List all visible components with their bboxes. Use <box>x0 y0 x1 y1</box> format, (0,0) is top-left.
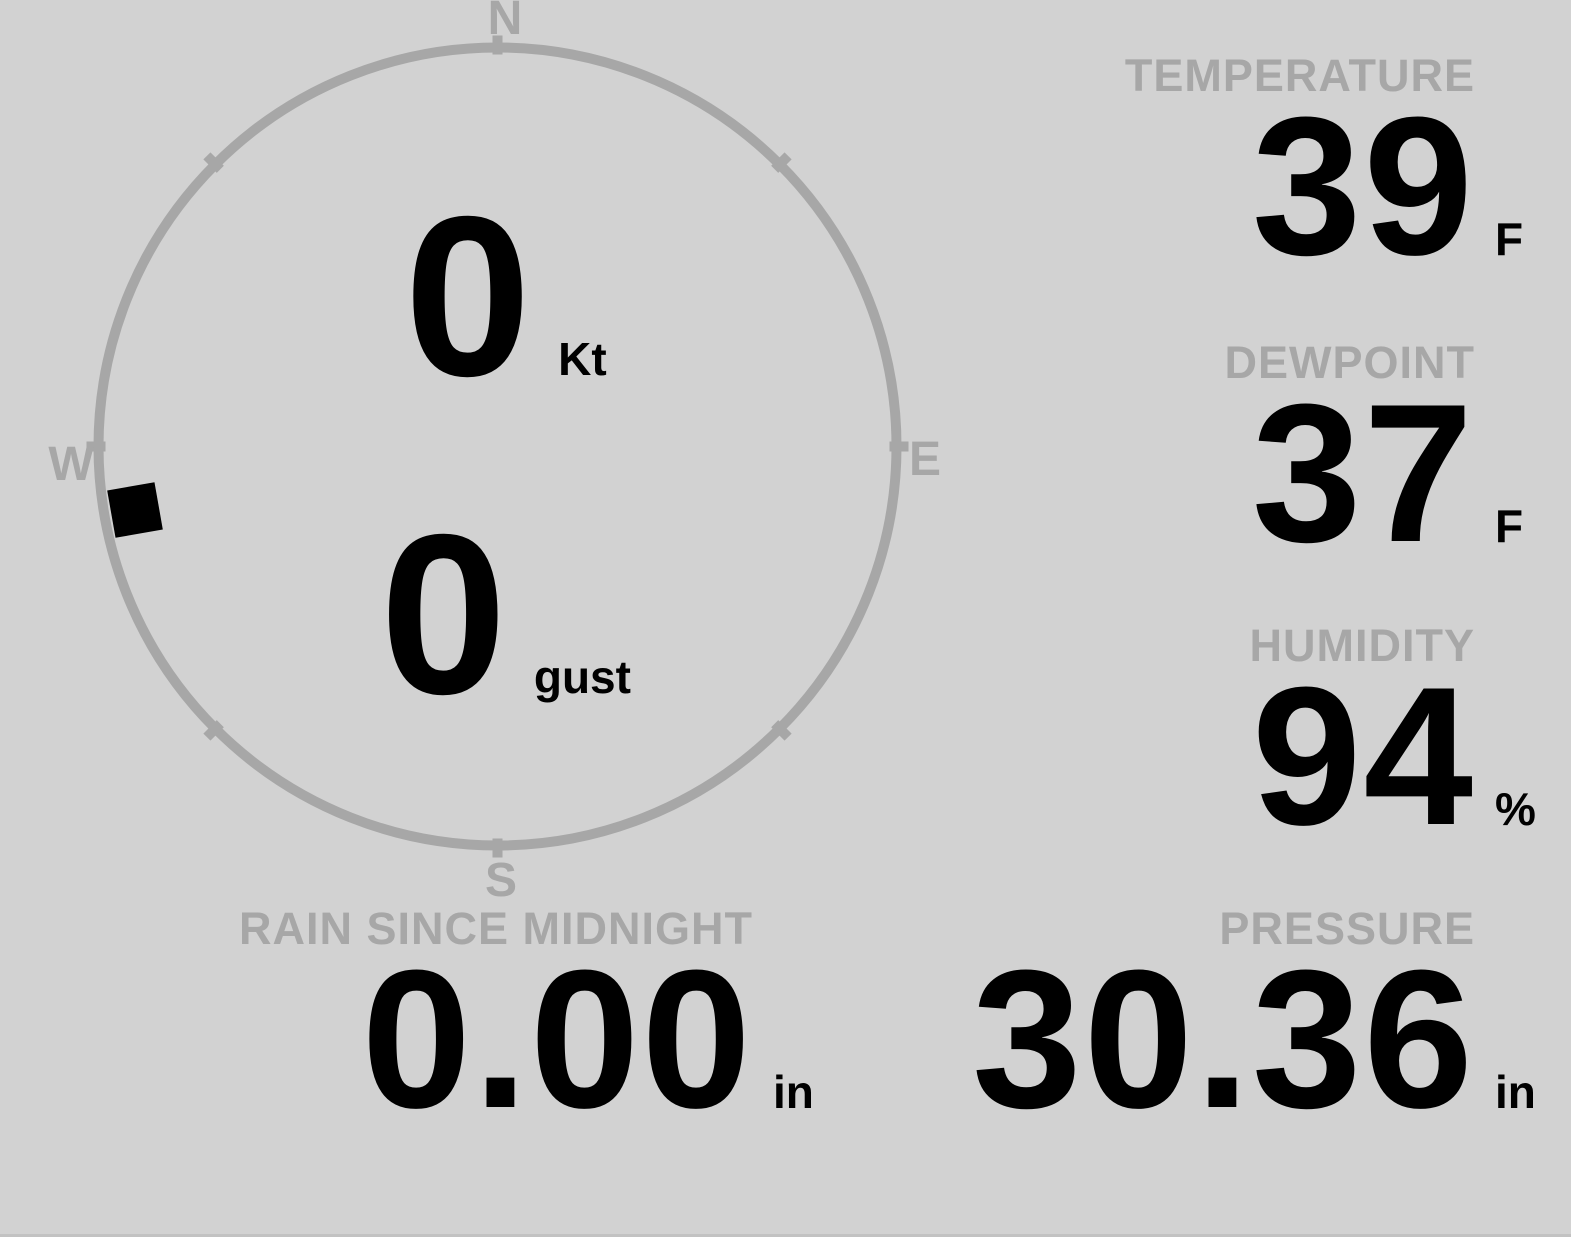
wind-gust-value: 0 <box>380 488 509 742</box>
dewpoint-unit: F <box>1495 500 1524 552</box>
compass-label-west: W <box>48 438 94 491</box>
wind-gust-unit: gust <box>533 651 631 703</box>
compass-tick-nw <box>203 152 224 173</box>
pressure-label: PRESSURE <box>1219 903 1475 954</box>
rain-value: 0.00 <box>361 929 753 1149</box>
temperature-value: 39 <box>1251 76 1475 296</box>
compass-ring <box>86 35 909 858</box>
wind-speed-group: 0 Kt <box>98 183 913 411</box>
humidity-value: 94 <box>1251 646 1475 866</box>
compass-tick-se <box>771 720 792 741</box>
compass-label-south: S <box>484 854 518 907</box>
temperature-metric: TEMPERATURE 39 F <box>1124 50 1523 285</box>
dewpoint-value: 37 <box>1251 363 1475 583</box>
humidity-unit: % <box>1495 783 1536 835</box>
dewpoint-metric: DEWPOINT 37 F <box>1224 337 1524 572</box>
pressure-metric: PRESSURE 30.36 in <box>972 903 1536 1138</box>
rain-unit: in <box>773 1066 814 1118</box>
wind-speed-unit: Kt <box>558 333 607 385</box>
dewpoint-label: DEWPOINT <box>1224 337 1475 388</box>
humidity-label: HUMIDITY <box>1249 620 1475 671</box>
pressure-unit: in <box>1495 1066 1536 1118</box>
compass-tick-ne <box>771 152 792 173</box>
humidity-metric: HUMIDITY 94 % <box>1249 620 1536 855</box>
compass-label-east: E <box>908 433 942 486</box>
rain-metric: RAIN SINCE MIDNIGHT 0.00 in <box>239 903 814 1138</box>
wind-speed-value: 0 <box>404 170 534 424</box>
temperature-label: TEMPERATURE <box>1124 50 1475 101</box>
compass-ticks <box>86 35 909 858</box>
compass-tick-sw <box>203 720 224 741</box>
pressure-value: 30.36 <box>972 929 1475 1149</box>
wind-gust-group: 0 gust <box>98 501 913 729</box>
rain-label: RAIN SINCE MIDNIGHT <box>239 903 753 954</box>
compass-label-north: N <box>487 0 523 45</box>
temperature-unit: F <box>1495 213 1524 265</box>
screen-bottom-edge <box>0 1234 1571 1237</box>
